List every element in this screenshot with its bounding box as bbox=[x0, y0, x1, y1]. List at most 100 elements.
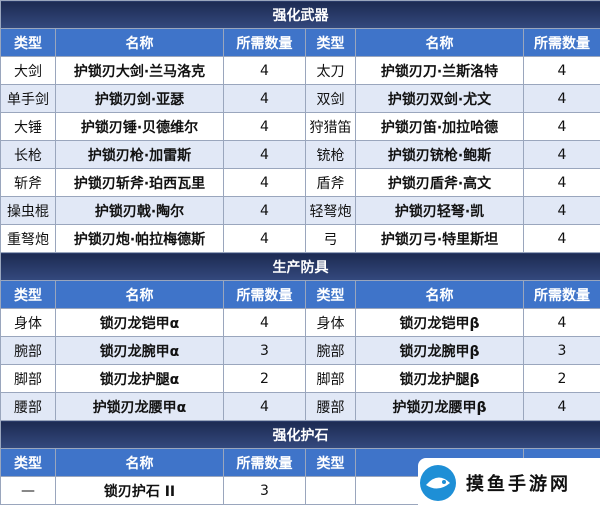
data-row: 长枪 护锁刃枪·加雷斯 4 铳枪 护锁刃铳枪·鲍斯 4 bbox=[0, 140, 600, 169]
item-name: 护锁刃刀·兰斯洛特 bbox=[355, 56, 524, 85]
item-name: 护锁刃炮·帕拉梅德斯 bbox=[55, 224, 224, 253]
data-row: 重弩炮 护锁刃炮·帕拉梅德斯 4 弓护锁刃弓·特里斯坦 4 bbox=[0, 224, 600, 253]
logo: 摸鱼手游网 bbox=[418, 458, 600, 507]
item-quantity: 4 bbox=[523, 112, 600, 141]
item-quantity: 4 bbox=[523, 392, 600, 421]
item-name: 锁刃龙护腿α bbox=[55, 364, 224, 393]
data-row: 操虫棍 护锁刃戟·陶尔 4 轻弩炮 护锁刃轻弩·凯 4 bbox=[0, 196, 600, 225]
item-type: 身体 bbox=[305, 308, 356, 337]
column-header: 类型 bbox=[0, 280, 56, 309]
item-type: 大剑 bbox=[0, 56, 56, 85]
item-quantity: 4 bbox=[223, 224, 306, 253]
empty-cell bbox=[305, 476, 356, 505]
item-quantity: 4 bbox=[223, 168, 306, 197]
item-type: 铳枪 bbox=[305, 140, 356, 169]
item-quantity: 4 bbox=[223, 112, 306, 141]
item-quantity: 4 bbox=[523, 84, 600, 113]
item-type: 弓 bbox=[305, 224, 356, 253]
item-name: 护锁刃双剑·尤文 bbox=[355, 84, 524, 113]
item-quantity: 4 bbox=[223, 308, 306, 337]
column-header: 所需数量 bbox=[523, 280, 600, 309]
item-type: 腰部 bbox=[305, 392, 356, 421]
column-header: 名称 bbox=[55, 448, 224, 477]
item-name: 护锁刃轻弩·凯 bbox=[355, 196, 524, 225]
item-quantity: 3 bbox=[523, 336, 600, 365]
item-type: 狩猎笛 bbox=[305, 112, 356, 141]
item-name: 护锁刃大剑·兰马洛克 bbox=[55, 56, 224, 85]
item-name: 护锁刃盾斧·高文 bbox=[355, 168, 524, 197]
column-header: 类型 bbox=[305, 448, 356, 477]
item-quantity: 4 bbox=[223, 392, 306, 421]
column-header: 名称 bbox=[55, 280, 224, 309]
header-row: 类型 名称 所需数量 类型 名称 所需数量 bbox=[0, 280, 600, 309]
item-type: 腕部 bbox=[305, 336, 356, 365]
item-name: 护锁刃龙腰甲α bbox=[55, 392, 224, 421]
item-quantity: 4 bbox=[223, 196, 306, 225]
header-row: 类型 名称 所需数量 类型 名称 所需数量 bbox=[0, 28, 600, 57]
column-header: 名称 bbox=[55, 28, 224, 57]
column-header: 所需数量 bbox=[223, 28, 306, 57]
item-type: 太刀 bbox=[305, 56, 356, 85]
item-quantity: 4 bbox=[523, 168, 600, 197]
item-quantity: 3 bbox=[223, 476, 306, 505]
column-header: 名称 bbox=[355, 280, 524, 309]
data-row: 单手剑 护锁刃剑·亚瑟 4 双剑 护锁刃双剑·尤文 4 bbox=[0, 84, 600, 113]
section-title: 强化护石 bbox=[0, 420, 600, 449]
item-type: 轻弩炮 bbox=[305, 196, 356, 225]
item-type: 腰部 bbox=[0, 392, 56, 421]
column-header: 所需数量 bbox=[523, 28, 600, 57]
item-name: 锁刃龙腕甲α bbox=[55, 336, 224, 365]
item-type: 身体 bbox=[0, 308, 56, 337]
item-quantity: 4 bbox=[523, 56, 600, 85]
item-type: 盾斧 bbox=[305, 168, 356, 197]
item-type: 脚部 bbox=[305, 364, 356, 393]
item-name: 护锁刃笛·加拉哈德 bbox=[355, 112, 524, 141]
data-row: 腰部 护锁刃龙腰甲α 4 腰部 护锁刃龙腰甲β 4 bbox=[0, 392, 600, 421]
item-name: 护锁刃锤·贝德维尔 bbox=[55, 112, 224, 141]
item-name: 护锁刃戟·陶尔 bbox=[55, 196, 224, 225]
column-header: 名称 bbox=[355, 28, 524, 57]
column-header: 类型 bbox=[0, 448, 56, 477]
section-row: 强化武器 bbox=[0, 0, 600, 29]
item-name: 护锁刃铳枪·鲍斯 bbox=[355, 140, 524, 169]
item-name: 锁刃护石 II bbox=[55, 476, 224, 505]
logo-text: 摸鱼手游网 bbox=[466, 473, 571, 495]
data-row: 腕部 锁刃龙腕甲α 3 腕部 锁刃龙腕甲β 3 bbox=[0, 336, 600, 365]
item-type: — bbox=[0, 476, 56, 505]
item-quantity: 4 bbox=[523, 308, 600, 337]
item-type: 腕部 bbox=[0, 336, 56, 365]
section-title: 生产防具 bbox=[0, 252, 600, 281]
item-name: 锁刃龙铠甲β bbox=[355, 308, 524, 337]
item-name: 锁刃龙护腿β bbox=[355, 364, 524, 393]
column-header: 类型 bbox=[305, 280, 356, 309]
item-quantity: 4 bbox=[223, 84, 306, 113]
item-quantity: 4 bbox=[523, 196, 600, 225]
section-title: 强化武器 bbox=[0, 0, 600, 29]
column-header: 所需数量 bbox=[223, 280, 306, 309]
section-row: 生产防具 bbox=[0, 252, 600, 281]
item-type: 斩斧 bbox=[0, 168, 56, 197]
section-row: 强化护石 bbox=[0, 420, 600, 449]
column-header: 类型 bbox=[305, 28, 356, 57]
item-quantity: 4 bbox=[523, 224, 600, 253]
logo-icon bbox=[420, 464, 456, 501]
item-name: 锁刃龙铠甲α bbox=[55, 308, 224, 337]
item-name: 锁刃龙腕甲β bbox=[355, 336, 524, 365]
data-row: 身体 锁刃龙铠甲α 4 身体 锁刃龙铠甲β 4 bbox=[0, 308, 600, 337]
item-type: 脚部 bbox=[0, 364, 56, 393]
item-type: 重弩炮 bbox=[0, 224, 56, 253]
data-row: 大锤 护锁刃锤·贝德维尔 4 狩猎笛 护锁刃笛·加拉哈德 4 bbox=[0, 112, 600, 141]
column-header: 所需数量 bbox=[223, 448, 306, 477]
item-quantity: 4 bbox=[223, 140, 306, 169]
item-quantity: 4 bbox=[523, 140, 600, 169]
item-name: 护锁刃枪·加雷斯 bbox=[55, 140, 224, 169]
item-quantity: 4 bbox=[223, 56, 306, 85]
data-row: 脚部 锁刃龙护腿α 2 脚部 锁刃龙护腿β 2 bbox=[0, 364, 600, 393]
item-quantity: 2 bbox=[223, 364, 306, 393]
item-type: 双剑 bbox=[305, 84, 356, 113]
item-name: 护锁刃斩斧·珀西瓦里 bbox=[55, 168, 224, 197]
item-quantity: 2 bbox=[523, 364, 600, 393]
data-row: 斩斧 护锁刃斩斧·珀西瓦里 4 盾斧 护锁刃盾斧·高文 4 bbox=[0, 168, 600, 197]
